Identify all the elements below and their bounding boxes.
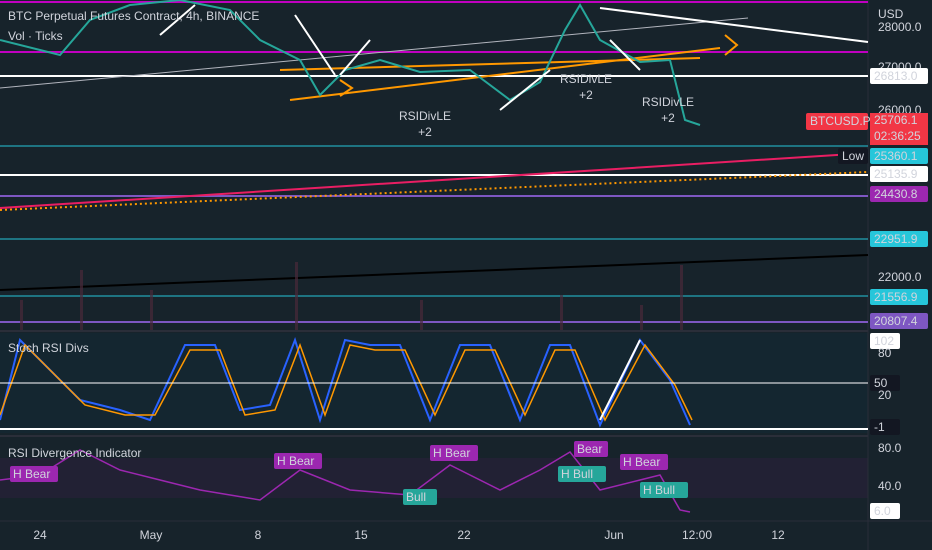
price-label: 25360.1 [874,149,918,163]
rsi-tick: 80.0 [878,441,902,455]
time-tick: Jun [604,528,623,542]
time-tick: 22 [457,528,471,542]
trend-lines [159,4,641,111]
signal-label: RSIDivLE [560,72,612,86]
rsi-label-bg [640,482,688,498]
rsi-label: H Bull [643,483,675,497]
stoch-tick: 80 [878,346,892,360]
rsi-label: H Bear [433,446,470,460]
time-tick: May [140,528,163,542]
stoch-tick-bg [870,375,900,391]
rsi-label-bg [430,445,478,461]
stoch-tick: 102 [874,334,894,348]
rsi-label: H Bear [13,467,50,481]
arrow [724,34,739,56]
stoch-tick-bg [870,333,900,349]
rsi-label: Bull [406,490,426,504]
signal-count: +2 [579,88,593,102]
price-label: 24430.8 [874,187,918,201]
stoch-tick: -1 [874,420,885,434]
time-tick: 12:00 [682,528,712,542]
price-label-bg [870,148,928,164]
rsi-tick-bg [870,503,900,519]
price-label-bg [870,313,928,329]
price-tick: 22000.0 [878,270,922,284]
div-line [599,339,641,421]
price-label-bg [870,166,928,182]
price-label-bg [870,231,928,247]
price-label: 25135.9 [874,167,918,181]
currency: USD [878,7,904,21]
arrow [339,79,354,97]
time-tick: 24 [33,528,47,542]
price-label: 20807.4 [874,314,918,328]
low-label-bg [838,148,868,164]
signal-count: +2 [661,111,675,125]
stoch-k [0,336,691,428]
price-tick: 28000.0 [878,20,922,34]
price-label: 26813.0 [874,69,918,83]
time-tick: 12 [771,528,785,542]
rsi-label-bg [274,453,322,469]
signal-count: +2 [418,125,432,139]
symbol-title: BTC Perpetual Futures Contract, 4h, BINA… [8,9,259,23]
rsi-label: H Bear [623,455,660,469]
rsi-label-bg [403,489,437,505]
price-label: 22951.9 [874,232,918,246]
rsi-tick: 40.0 [878,479,902,493]
rsi-tick: 6.0 [874,504,891,518]
rsi-label-bg [558,466,606,482]
rsi-label-bg [620,454,668,470]
price-label-bg [870,186,928,202]
last-price: 25706.1 [874,113,918,127]
rsi-label: H Bull [561,467,593,481]
rsi-label: Bear [577,442,602,456]
price-label: 21556.9 [874,290,918,304]
time-tick: 8 [255,528,262,542]
rsi-label-bg [574,441,608,457]
stoch-tick: 20 [878,388,892,402]
signal-label: RSIDivLE [642,95,694,109]
signal-label: RSIDivLE [399,109,451,123]
rsi-title: RSI Divergence Indicator [8,446,141,460]
stoch-tick-bg [870,419,900,435]
countdown: 02:36:25 [874,129,921,143]
stoch-d [0,342,693,422]
low-label: Low [842,149,864,163]
time-tick: 15 [354,528,368,542]
volume-label: Vol · Ticks [8,29,63,43]
rsi-label: H Bear [277,454,314,468]
stoch-tick: 50 [874,376,888,390]
volume [20,262,683,330]
levels [0,1,869,323]
price-label-bg [870,68,928,84]
last-price-bg [806,113,868,130]
price-label-bg [870,289,928,305]
last-price-box [870,113,928,145]
rsi-label-bg [10,466,58,482]
stoch-title: Stoch RSI Divs [8,341,89,355]
last-symbol: BTCUSD.P [810,114,871,128]
